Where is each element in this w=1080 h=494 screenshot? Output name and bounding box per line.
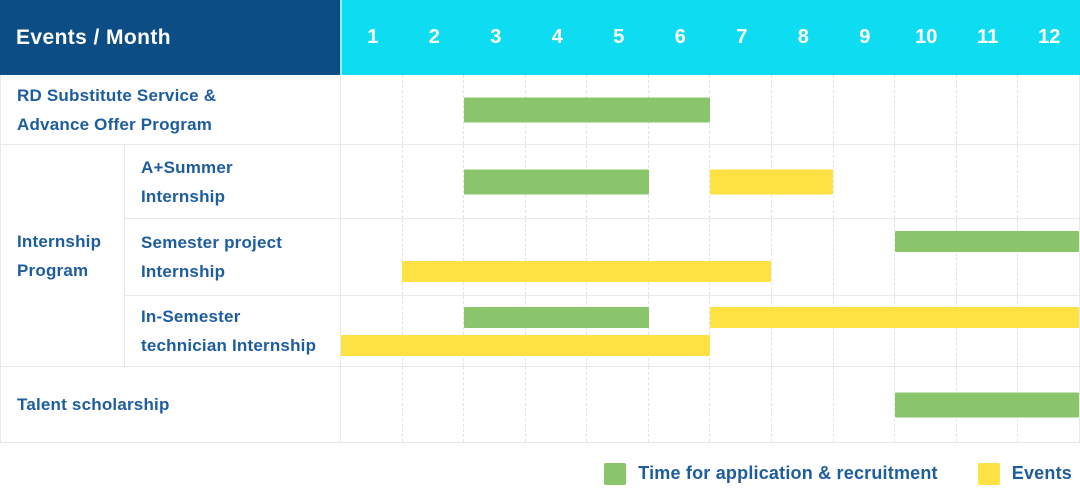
bar-event bbox=[710, 307, 1079, 329]
month-label-3: 3 bbox=[490, 26, 502, 48]
month-label-4: 4 bbox=[551, 26, 563, 48]
recruitment-color-swatch bbox=[604, 462, 627, 485]
legend: Time for application & recruitment Event… bbox=[0, 443, 1080, 494]
bar-recruitment bbox=[894, 392, 1079, 417]
group-label-internship-program: Internship Program bbox=[0, 145, 124, 367]
month-label-10: 10 bbox=[915, 26, 938, 48]
month-label-2: 2 bbox=[428, 26, 440, 48]
month-label-9: 9 bbox=[859, 26, 871, 48]
row-label-text: A+Summer Internship bbox=[141, 157, 233, 206]
bar-event bbox=[402, 260, 772, 282]
row-label-in-semester-technician-internship: In-Semester technician Internship bbox=[124, 296, 340, 367]
month-gridlines bbox=[341, 296, 1079, 366]
row-label-semester-project-internship: Semester project Internship bbox=[124, 219, 340, 296]
events-month-table: Events / Month 1 2 3 4 5 6 7 8 9 10 11 1… bbox=[0, 0, 1080, 443]
month-label-6: 6 bbox=[674, 26, 686, 48]
row-label-rd-substitute: RD Substitute Service & Advance Offer Pr… bbox=[0, 75, 340, 145]
month-label-7: 7 bbox=[736, 26, 748, 48]
table-header-title: Events / Month bbox=[0, 0, 340, 75]
group-label-text: Internship Program bbox=[17, 231, 102, 280]
gantt-row-talent-scholarship bbox=[340, 367, 1080, 443]
month-gridlines bbox=[341, 75, 1079, 144]
row-label-text: In-Semester technician Internship bbox=[141, 307, 317, 355]
gantt-row-a-summer-internship bbox=[340, 145, 1080, 219]
month-label-5: 5 bbox=[613, 26, 625, 48]
month-label-11: 11 bbox=[977, 26, 999, 48]
row-label-a-summer-internship: A+Summer Internship bbox=[124, 145, 340, 219]
month-gridlines bbox=[341, 219, 1079, 295]
legend-label: Events bbox=[1011, 463, 1072, 483]
event-color-swatch bbox=[977, 462, 1000, 485]
bar-event bbox=[341, 334, 710, 356]
month-label-1: 1 bbox=[367, 26, 379, 48]
legend-item-events: Events bbox=[977, 462, 1072, 485]
legend-label: Time for application & recruitment bbox=[638, 463, 938, 483]
month-label-12: 12 bbox=[1038, 26, 1061, 48]
bar-recruitment bbox=[464, 307, 649, 329]
row-label-text: Semester project Internship bbox=[141, 233, 283, 281]
gantt-row-in-semester-technician-internship bbox=[340, 296, 1080, 367]
row-label-text: RD Substitute Service & Advance Offer Pr… bbox=[17, 85, 217, 134]
bar-recruitment bbox=[894, 231, 1079, 253]
bar-recruitment bbox=[464, 97, 710, 122]
row-label-talent-scholarship: Talent scholarship bbox=[0, 367, 340, 443]
month-label-8: 8 bbox=[797, 26, 809, 48]
gantt-row-semester-project-internship bbox=[340, 219, 1080, 296]
gantt-row-rd-substitute bbox=[340, 75, 1080, 145]
bar-recruitment bbox=[464, 169, 649, 194]
legend-item-recruitment: Time for application & recruitment bbox=[604, 462, 938, 485]
month-header-row: 1 2 3 4 5 6 7 8 9 10 11 12 bbox=[340, 0, 1080, 75]
bar-event bbox=[710, 169, 833, 194]
row-label-text: Talent scholarship bbox=[17, 395, 170, 414]
